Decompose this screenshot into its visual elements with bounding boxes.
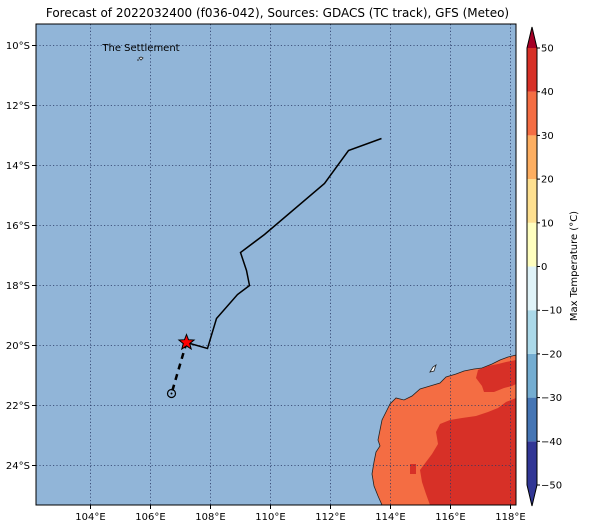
lat-tick-label: 20°S	[6, 341, 30, 352]
lat-tick-label: 24°S	[6, 461, 30, 472]
tc-forecast-track	[170, 342, 188, 394]
lon-tick-label: 106°E	[135, 512, 165, 523]
lat-tick-label: 14°S	[6, 161, 30, 172]
colorbar-tick-label: −50	[541, 481, 562, 492]
lon-tick-label: 108°E	[195, 512, 225, 523]
lat-tick-label: 12°S	[6, 101, 30, 112]
lat-tick-label: 16°S	[6, 221, 30, 232]
island	[429, 364, 437, 373]
lon-tick-label: 114°E	[375, 512, 405, 523]
colorbar-tick-label: 10	[541, 218, 554, 229]
colorbar-extend-max	[527, 27, 537, 48]
land-hot-region-north	[476, 360, 516, 392]
colorbar-tick-label: 20	[541, 175, 554, 186]
map-title: Forecast of 2022032400 (f036-042), Sourc…	[45, 6, 510, 20]
colorbar-segment	[527, 441, 537, 485]
lon-tick-label: 116°E	[435, 512, 465, 523]
colorbar-segment	[527, 353, 537, 398]
colorbar-tick-label: 40	[541, 87, 554, 98]
lon-tick-label: 110°E	[255, 512, 285, 523]
forecast-end-dot	[170, 392, 173, 395]
colorbar-segment	[527, 91, 537, 136]
colorbar-tick-label: −10	[541, 306, 562, 317]
lat-tick-label: 22°S	[6, 401, 30, 412]
lon-tick-label: 118°E	[495, 512, 525, 523]
colorbar-segment	[527, 179, 537, 223]
colorbar-tick-marks	[537, 47, 540, 486]
colorbar-segment	[527, 48, 537, 92]
tc-past-track	[186, 137, 382, 350]
colorbar-tick-label: −20	[541, 349, 562, 360]
lat-tick-label: 18°S	[6, 281, 30, 292]
colorbar-segment	[527, 135, 537, 180]
colorbar-segment	[527, 266, 537, 311]
place-label-the-settlement: The Settlement	[101, 43, 179, 54]
colorbar-tick-label: 30	[541, 131, 554, 142]
colorbar-label: Max Temperature (°C)	[569, 211, 580, 321]
lon-tick-label: 104°E	[75, 512, 105, 523]
land-hot-region-south	[420, 398, 516, 505]
lon-tick-label: 112°E	[315, 512, 345, 523]
colorbar-segments	[527, 27, 537, 506]
tick-marks	[32, 45, 511, 509]
map-frame	[35, 23, 517, 506]
colorbar-segment	[527, 310, 537, 354]
colorbar-tick-label: 50	[541, 44, 554, 55]
colorbar-tick-label: −30	[541, 393, 562, 404]
current-position-star-icon	[177, 333, 196, 351]
island-dot	[137, 59, 139, 61]
land-hot-spot	[410, 464, 416, 474]
colorbar-tick-label: 0	[541, 262, 547, 273]
lat-tick-label: 10°S	[6, 41, 30, 52]
colorbar-segment	[527, 222, 537, 267]
island-settlement	[138, 56, 144, 61]
forecast-end-marker	[166, 388, 177, 399]
colorbar-extend-min	[527, 485, 537, 506]
colorbar-segment	[527, 397, 537, 442]
colorbar-tick-label: −40	[541, 437, 562, 448]
